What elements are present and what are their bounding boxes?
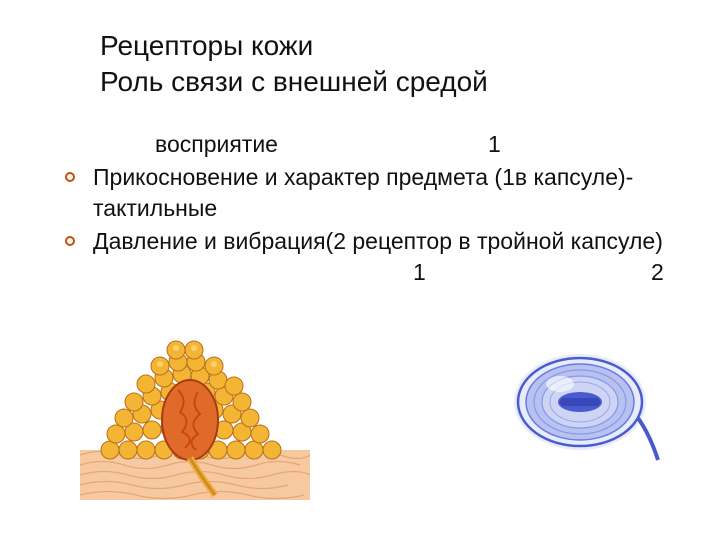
figures-area xyxy=(0,300,720,500)
bullet-list: Прикосновение и характер предмета (1в ка… xyxy=(65,162,680,257)
content-area: восприятие 1 Прикосновение и характер пр… xyxy=(0,111,720,289)
subheading-row: восприятие 1 xyxy=(65,131,680,158)
figure-numbers-row: 1 2 xyxy=(65,259,680,289)
bullet-text: Давление и вибрация(2 рецептор в тройной… xyxy=(93,226,680,257)
figure-1-tactile-receptor xyxy=(80,320,310,500)
subheading: восприятие xyxy=(155,131,278,158)
list-item: Прикосновение и характер предмета (1в ка… xyxy=(65,162,680,224)
figure-2-pressure-receptor xyxy=(500,340,660,470)
list-item: Давление и вибрация(2 рецептор в тройной… xyxy=(65,226,680,257)
title-line-1: Рецепторы кожи xyxy=(100,28,680,64)
bullet-icon xyxy=(65,162,93,224)
top-number: 1 xyxy=(488,131,501,158)
figure-number-2: 2 xyxy=(651,259,664,286)
title-line-2: Роль связи с внешней средой xyxy=(100,64,680,100)
figure-number-1: 1 xyxy=(413,259,426,286)
bullet-text: Прикосновение и характер предмета (1в ка… xyxy=(93,162,680,224)
title-block: Рецепторы кожи Роль связи с внешней сред… xyxy=(0,0,720,111)
bullet-icon xyxy=(65,226,93,257)
